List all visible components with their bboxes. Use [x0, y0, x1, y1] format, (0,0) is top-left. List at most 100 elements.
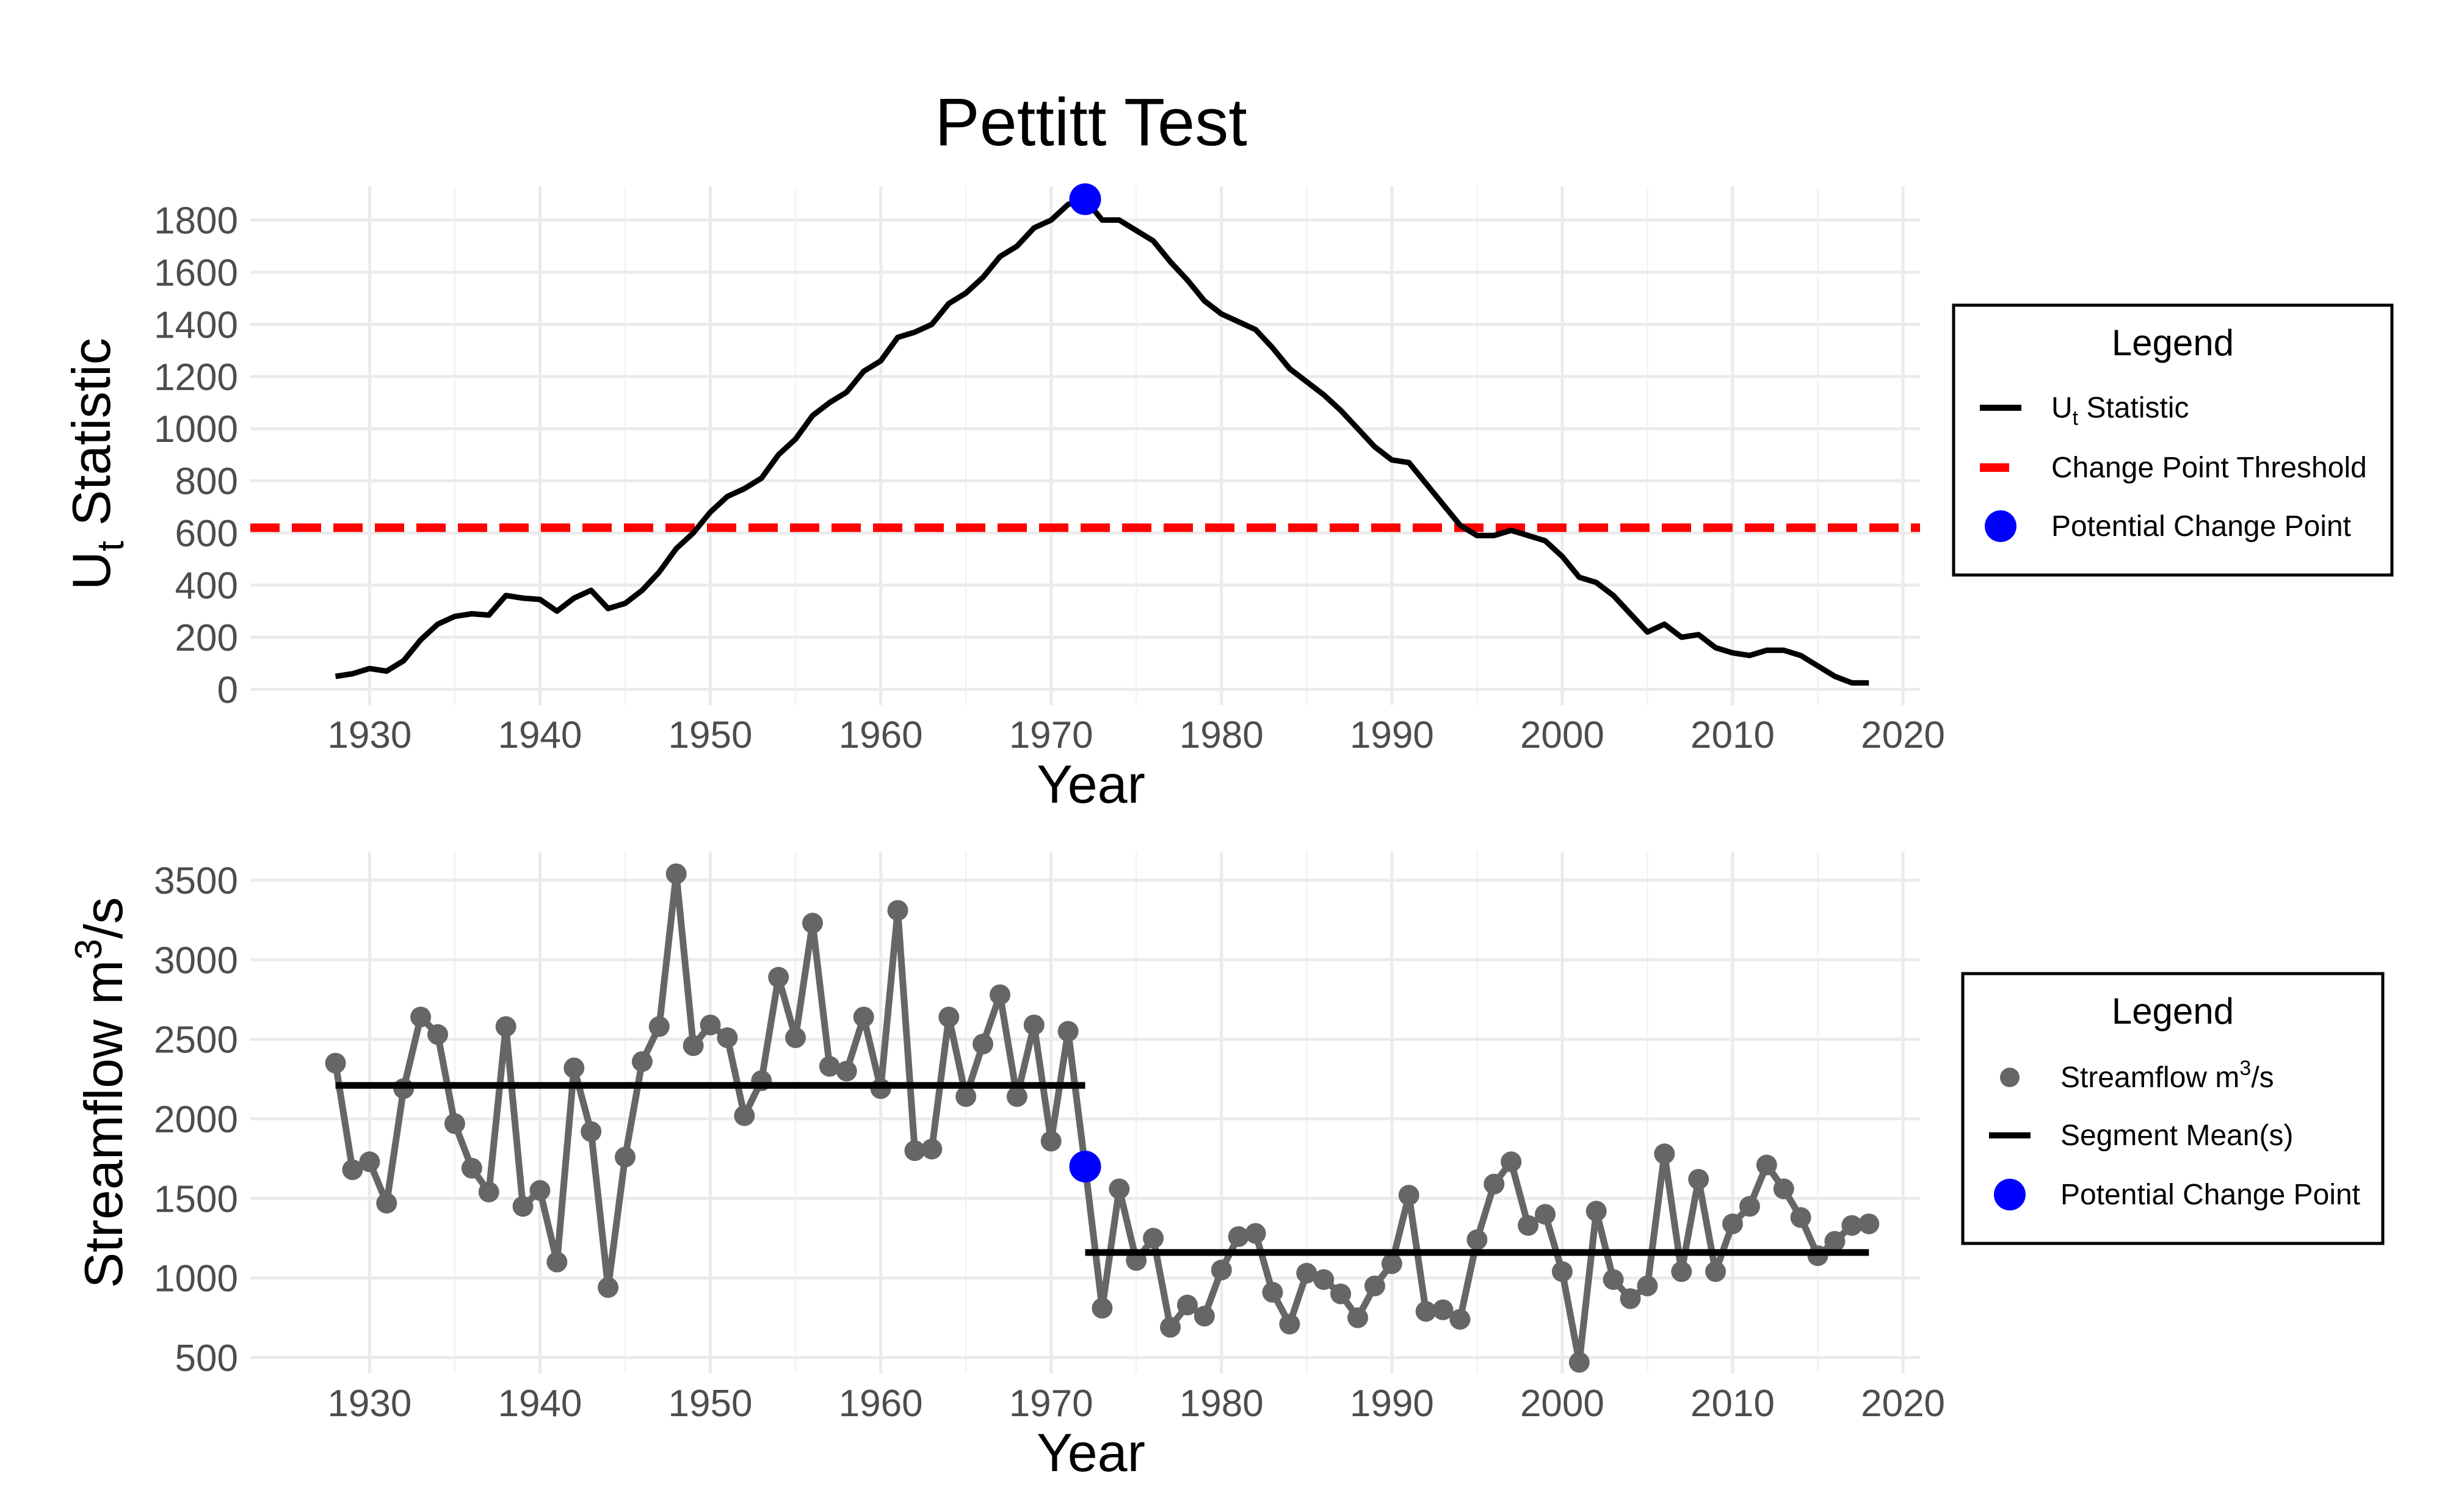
top-x-axis-title: Year — [1037, 754, 1145, 814]
bottom-data-point — [1466, 1229, 1488, 1251]
figure-title: Pettitt Test — [935, 85, 1247, 160]
bottom-y-tick-label: 1000 — [154, 1258, 238, 1300]
bottom-data-point — [461, 1157, 482, 1179]
bottom-y-axis-title-superscript: 3 — [68, 939, 110, 960]
bottom-data-point — [410, 1007, 432, 1028]
bottom-y-tick-label: 2500 — [154, 1019, 238, 1062]
top-x-tick-label: 1980 — [1179, 714, 1264, 756]
bottom-data-point — [1432, 1299, 1454, 1320]
streamflow-panel: 1930 1940 1950 1960 1970 1980 1990 2000 2010 2020… — [154, 852, 1945, 1425]
top-y-tick-label: 1000 — [154, 408, 238, 450]
bottom-data-point — [1040, 1130, 1062, 1152]
top-legend-threshold-label: Change Point Threshold — [2051, 452, 2367, 484]
top-y-tick-label: 400 — [175, 565, 238, 607]
bottom-x-tick-label: 2020 — [1861, 1383, 1945, 1425]
bottom-data-point — [1143, 1228, 1164, 1249]
bottom-data-point — [1330, 1283, 1352, 1304]
bottom-legend-streamflow-label-sup: 3 — [2239, 1057, 2251, 1080]
bottom-data-point — [1023, 1015, 1045, 1036]
top-y-tick-label: 0 — [217, 669, 238, 711]
bottom-data-point — [1245, 1223, 1266, 1244]
bottom-data-point — [1313, 1269, 1335, 1290]
bottom-data-point — [1160, 1317, 1181, 1338]
top-legend-title: Legend — [2112, 322, 2234, 363]
bottom-legend-box — [1961, 972, 2385, 1245]
bottom-x-tick-label: 1970 — [1009, 1383, 1093, 1425]
bottom-data-point — [921, 1138, 943, 1160]
bottom-data-point — [1415, 1301, 1437, 1322]
bottom-x-tick-label: 1980 — [1179, 1383, 1264, 1425]
top-y-tick-label: 600 — [175, 513, 238, 555]
bottom-data-point — [1705, 1261, 1726, 1282]
bottom-data-point — [581, 1121, 602, 1142]
bottom-data-point — [1671, 1261, 1692, 1282]
bottom-data-point — [1568, 1351, 1590, 1373]
bottom-data-point — [1654, 1143, 1675, 1165]
bottom-y-tick-label: 500 — [175, 1337, 238, 1380]
top-y-axis-title-subscript: t — [90, 541, 132, 551]
top-legend-ut-label-rest: Statistic — [2078, 392, 2189, 424]
bottom-x-tick-label: 1930 — [327, 1383, 411, 1425]
bottom-data-point — [989, 984, 1010, 1005]
bottom-data-point — [359, 1151, 380, 1173]
bottom-data-point — [546, 1251, 568, 1273]
top-y-tick-label: 1200 — [154, 356, 238, 399]
bottom-data-point — [1603, 1269, 1624, 1290]
bottom-x-tick-label: 1990 — [1350, 1383, 1434, 1425]
bottom-data-point — [1296, 1262, 1317, 1284]
bottom-data-point — [1262, 1282, 1283, 1303]
bottom-y-axis-title: Streamflow m3/s — [68, 897, 134, 1289]
bottom-data-point — [819, 1055, 840, 1077]
bottom-data-point — [1518, 1215, 1539, 1236]
bottom-y-tick-label: 2000 — [154, 1099, 238, 1141]
bottom-data-point — [512, 1196, 534, 1217]
bottom-data-point — [1381, 1253, 1402, 1275]
bottom-data-point — [1773, 1178, 1794, 1199]
bottom-data-point — [427, 1024, 448, 1045]
bottom-x-tick-label: 2010 — [1690, 1383, 1775, 1425]
bottom-data-point — [836, 1060, 857, 1082]
bottom-data-point — [1688, 1168, 1709, 1190]
top-change-point-marker — [1069, 183, 1101, 215]
bottom-data-point — [734, 1105, 755, 1126]
bottom-data-point — [1637, 1275, 1658, 1297]
top-legend-ut-label-sub: t — [2073, 407, 2079, 430]
bottom-x-tick-label: 2000 — [1520, 1383, 1604, 1425]
top-x-tick-label: 2020 — [1861, 714, 1945, 756]
bottom-data-point — [1006, 1086, 1027, 1107]
top-x-tick-label: 2010 — [1690, 714, 1775, 756]
top-x-tick-label: 1950 — [668, 714, 753, 756]
bottom-legend-streamflow-label-rest: /s — [2251, 1062, 2274, 1094]
ut-statistic-panel: 1930 1940 1950 1960 1970 1980 1990 2000 2010 2020… — [154, 183, 1945, 756]
bottom-y-tick-label: 3500 — [154, 860, 238, 902]
bottom-data-point — [1057, 1021, 1079, 1042]
bottom-data-point — [495, 1016, 516, 1037]
top-x-tick-label: 1970 — [1009, 714, 1093, 756]
bottom-data-point — [1194, 1306, 1215, 1327]
bottom-legend-segment-mean-label: Segment Mean(s) — [2060, 1120, 2294, 1152]
bottom-data-point — [1109, 1178, 1130, 1199]
top-y-axis-title: Ut Statistic — [61, 338, 132, 590]
top-y-axis-title-main: U — [61, 551, 121, 590]
bottom-data-point — [683, 1035, 704, 1057]
top-y-tick-label: 200 — [175, 617, 238, 659]
bottom-data-point — [1551, 1261, 1573, 1282]
bottom-data-point — [700, 1015, 721, 1036]
bottom-data-point — [1858, 1213, 1880, 1234]
bottom-legend-streamflow-label-main: Streamflow m — [2060, 1062, 2239, 1094]
bottom-data-point — [1620, 1288, 1641, 1309]
top-y-tick-label: 800 — [175, 461, 238, 503]
bottom-data-point — [1756, 1154, 1777, 1176]
top-legend-box — [1952, 303, 2394, 577]
bottom-data-point — [1449, 1309, 1471, 1330]
top-y-axis-title-rest: Statistic — [61, 338, 121, 541]
bottom-legend: Legend Streamflow m3/s Segment Mean(s) P… — [1961, 972, 2385, 1245]
bottom-data-point — [1585, 1201, 1607, 1222]
bottom-data-point — [529, 1180, 551, 1201]
bottom-data-point — [1211, 1259, 1232, 1281]
top-legend-change-point-label: Potential Change Point — [2051, 510, 2351, 543]
bottom-legend-title: Legend — [2112, 991, 2234, 1032]
bottom-data-point — [563, 1057, 585, 1079]
